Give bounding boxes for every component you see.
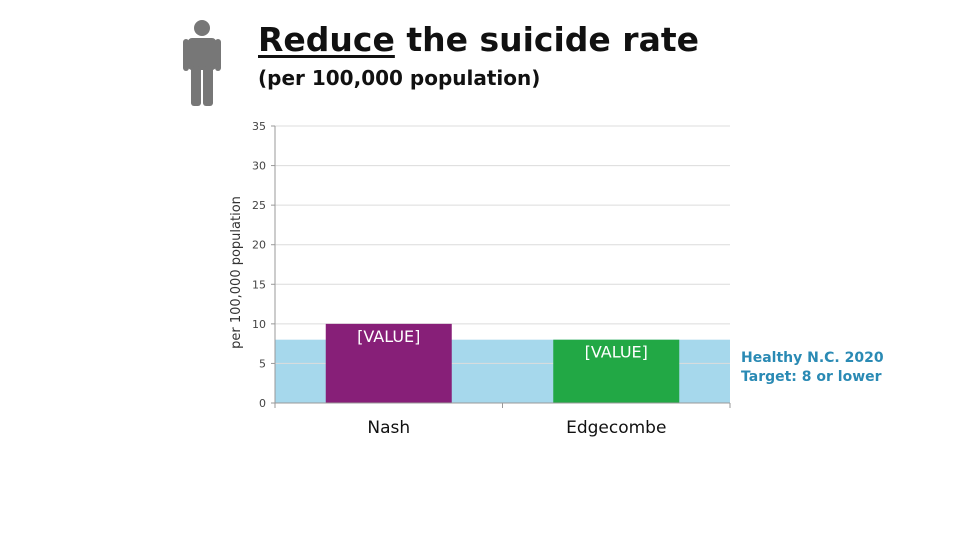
category-label: Edgecombe — [566, 418, 666, 438]
y-tick-label: 25 — [252, 199, 266, 212]
title-underlined-word: Reduce — [258, 20, 395, 59]
y-tick-label: 30 — [252, 160, 266, 173]
target-annotation-line: Target: 8 or lower — [741, 369, 882, 385]
y-axis-label: per 100,000 population — [229, 196, 244, 349]
bar-edgecombe — [553, 339, 680, 403]
person-icon — [183, 20, 221, 106]
bar-nash — [325, 323, 452, 403]
y-tick-label: 35 — [252, 120, 266, 133]
chart-title: Reduce the suicide rate — [258, 20, 699, 59]
target-annotation-line: Healthy N.C. 2020 — [741, 350, 884, 366]
bar-value-label: [VALUE] — [357, 327, 420, 346]
y-tick-label: 0 — [259, 397, 266, 410]
title-rest: the suicide rate — [394, 20, 699, 59]
chart-subtitle: (per 100,000 population) — [258, 66, 541, 90]
y-tick-label: 10 — [252, 318, 266, 331]
y-tick-label: 20 — [252, 239, 266, 252]
category-label: Nash — [367, 418, 410, 438]
bar-value-label: [VALUE] — [585, 343, 648, 362]
y-tick-label: 5 — [259, 357, 266, 370]
y-tick-label: 15 — [252, 278, 266, 291]
